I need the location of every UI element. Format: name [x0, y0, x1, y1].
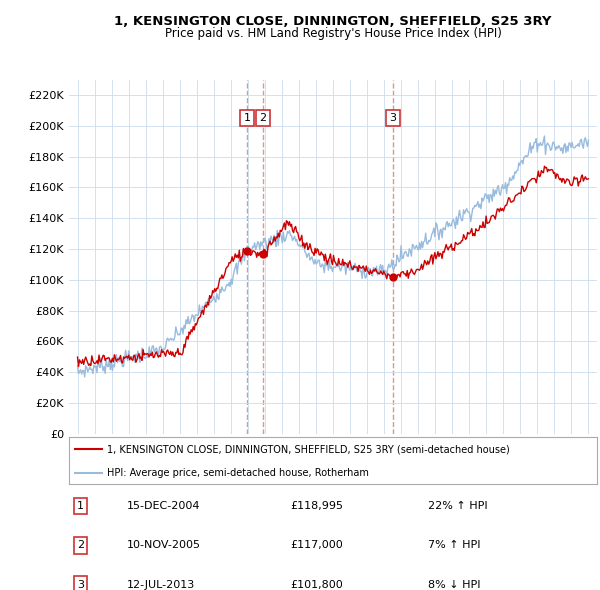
Text: HPI: Average price, semi-detached house, Rotherham: HPI: Average price, semi-detached house,…: [107, 468, 369, 478]
Text: 8% ↓ HPI: 8% ↓ HPI: [428, 579, 481, 589]
Text: 1: 1: [77, 502, 84, 512]
Text: 3: 3: [389, 113, 397, 123]
Text: £101,800: £101,800: [291, 579, 344, 589]
Text: 1: 1: [244, 113, 251, 123]
Text: 7% ↑ HPI: 7% ↑ HPI: [428, 540, 481, 550]
Text: 1, KENSINGTON CLOSE, DINNINGTON, SHEFFIELD, S25 3RY: 1, KENSINGTON CLOSE, DINNINGTON, SHEFFIE…: [114, 15, 552, 28]
Text: 3: 3: [77, 579, 84, 589]
Text: Price paid vs. HM Land Registry's House Price Index (HPI): Price paid vs. HM Land Registry's House …: [164, 27, 502, 40]
Text: £118,995: £118,995: [291, 502, 344, 512]
Text: 22% ↑ HPI: 22% ↑ HPI: [428, 502, 488, 512]
Text: 2: 2: [259, 113, 266, 123]
Text: 2: 2: [77, 540, 84, 550]
Text: 12-JUL-2013: 12-JUL-2013: [127, 579, 196, 589]
Text: 1, KENSINGTON CLOSE, DINNINGTON, SHEFFIELD, S25 3RY (semi-detached house): 1, KENSINGTON CLOSE, DINNINGTON, SHEFFIE…: [107, 444, 510, 454]
Text: 10-NOV-2005: 10-NOV-2005: [127, 540, 201, 550]
Text: £117,000: £117,000: [291, 540, 344, 550]
Text: 15-DEC-2004: 15-DEC-2004: [127, 502, 200, 512]
